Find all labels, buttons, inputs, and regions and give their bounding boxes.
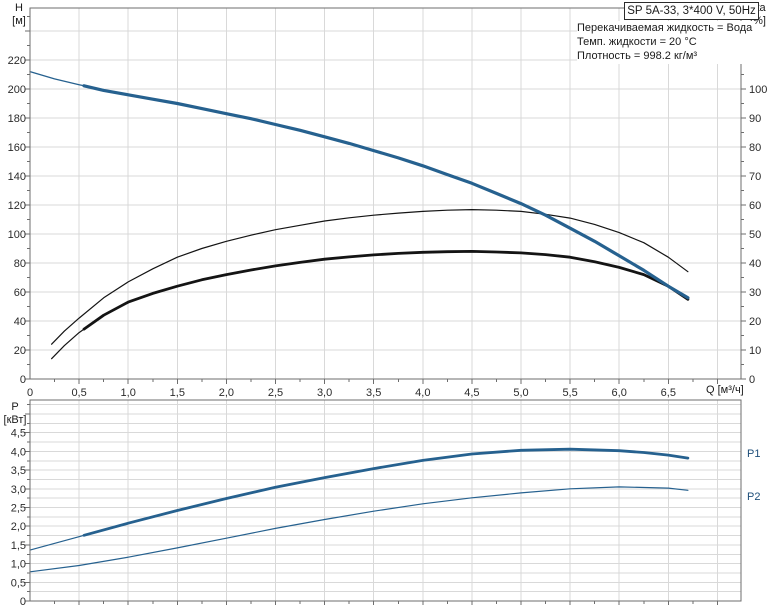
x-axis-tick-label: 3,0 bbox=[317, 387, 332, 399]
x-axis-tick-label: 0,5 bbox=[71, 387, 86, 399]
info-line-liquid: Перекачиваемая жидкость = Вода bbox=[577, 22, 753, 34]
head-axis-unit-top: H bbox=[15, 2, 23, 14]
h-axis-tick-label: 20 bbox=[14, 345, 26, 357]
eta-axis-tick-label: 0 bbox=[749, 374, 755, 386]
h-axis-tick-label: 100 bbox=[8, 229, 26, 241]
p-axis-tick-label: 0 bbox=[20, 596, 26, 608]
p2-curve-label: P2 bbox=[747, 491, 761, 503]
x-axis-tick-label: 1,0 bbox=[121, 387, 136, 399]
h-axis-tick-label: 200 bbox=[8, 84, 26, 96]
eta-axis-tick-label: 30 bbox=[749, 287, 761, 299]
power-axis-unit-top: P bbox=[11, 401, 19, 413]
h-axis-tick-label: 140 bbox=[8, 171, 26, 183]
h-axis-tick-label: 0 bbox=[20, 374, 26, 386]
eta-axis-tick-label: 80 bbox=[749, 142, 761, 154]
eta-axis-tick-label: 90 bbox=[749, 113, 761, 125]
x-axis-tick-label: 6,5 bbox=[661, 387, 676, 399]
pump-info-block: Перекачиваемая жидкость = Вода Темп. жид… bbox=[577, 21, 755, 64]
x-axis-tick-label: 1,5 bbox=[170, 387, 185, 399]
p1-curve bbox=[82, 447, 690, 537]
info-line-density: Плотность = 998.2 кг/м³ bbox=[577, 50, 698, 62]
eta-axis-tick-label: 20 bbox=[749, 316, 761, 328]
h-axis-tick-label: 40 bbox=[14, 316, 26, 328]
x-axis-tick-label: 6,0 bbox=[612, 387, 627, 399]
eta-axis-tick-label: 100 bbox=[749, 84, 767, 96]
top-chart-frame bbox=[29, 7, 742, 380]
p1-curve-lead bbox=[29, 534, 85, 551]
p-axis-tick-label: 4,5 bbox=[11, 428, 26, 440]
p-axis-tick-label: 0,5 bbox=[11, 577, 26, 589]
eta-axis-tick-label: 50 bbox=[749, 229, 761, 241]
info-line-temperature: Темп. жидкости = 20 °C bbox=[577, 36, 697, 48]
h-axis-tick-label: 160 bbox=[8, 142, 26, 154]
p-axis-tick-label: 4,0 bbox=[11, 446, 26, 458]
p1-curve-label: P1 bbox=[747, 448, 761, 460]
head-curve bbox=[82, 84, 690, 300]
eta-total-curve-lead bbox=[50, 328, 85, 360]
x-axis-tick-label: 4,5 bbox=[464, 387, 479, 399]
bottom-chart-frame bbox=[29, 399, 742, 602]
p-axis-tick-label: 1,0 bbox=[11, 559, 26, 571]
x-axis-tick-label: 4,0 bbox=[415, 387, 430, 399]
p-axis-tick-label: 3,5 bbox=[11, 465, 26, 477]
h-axis-tick-label: 120 bbox=[8, 200, 26, 212]
eta-axis-tick-label: 10 bbox=[749, 345, 761, 357]
h-axis-tick-label: 60 bbox=[14, 287, 26, 299]
p-axis-tick-label: 1,5 bbox=[11, 540, 26, 552]
head-axis-unit-bottom: [м] bbox=[12, 15, 26, 27]
eta-pump-curve bbox=[50, 209, 689, 345]
x-axis-tick-label: 2,5 bbox=[268, 387, 283, 399]
flow-axis-label: Q [м³/ч] bbox=[706, 384, 744, 396]
x-axis-tick-label: 2,0 bbox=[219, 387, 234, 399]
x-axis-tick-label: 3,5 bbox=[366, 387, 381, 399]
power-axis-unit-bottom: [кВт] bbox=[3, 414, 27, 426]
eta-axis-tick-label: 60 bbox=[749, 200, 761, 212]
p2-curve bbox=[29, 486, 689, 573]
eta-axis-tick-label: 70 bbox=[749, 171, 761, 183]
p-axis-tick-label: 3,0 bbox=[11, 484, 26, 496]
pump-title-box: SP 5A-33, 3*400 V, 50Hz bbox=[624, 2, 759, 20]
h-axis-tick-label: 220 bbox=[8, 55, 26, 67]
head-axis-unit: H [м] bbox=[4, 2, 34, 28]
x-axis-tick-label: 5,5 bbox=[562, 387, 577, 399]
x-axis-tick-label: 0 bbox=[27, 387, 33, 399]
pump-title: SP 5A-33, 3*400 V, 50Hz bbox=[627, 5, 756, 17]
head-curve-lead bbox=[29, 70, 85, 87]
eta-axis-tick-label: 40 bbox=[749, 258, 761, 270]
h-axis-tick-label: 180 bbox=[8, 113, 26, 125]
eta-total-curve bbox=[82, 249, 690, 331]
p-axis-tick-label: 2,0 bbox=[11, 521, 26, 533]
p-axis-tick-label: 2,5 bbox=[11, 503, 26, 515]
x-axis-tick-label: 5,0 bbox=[513, 387, 528, 399]
power-axis-unit: P [кВт] bbox=[0, 401, 30, 427]
h-axis-tick-label: 80 bbox=[14, 258, 26, 270]
